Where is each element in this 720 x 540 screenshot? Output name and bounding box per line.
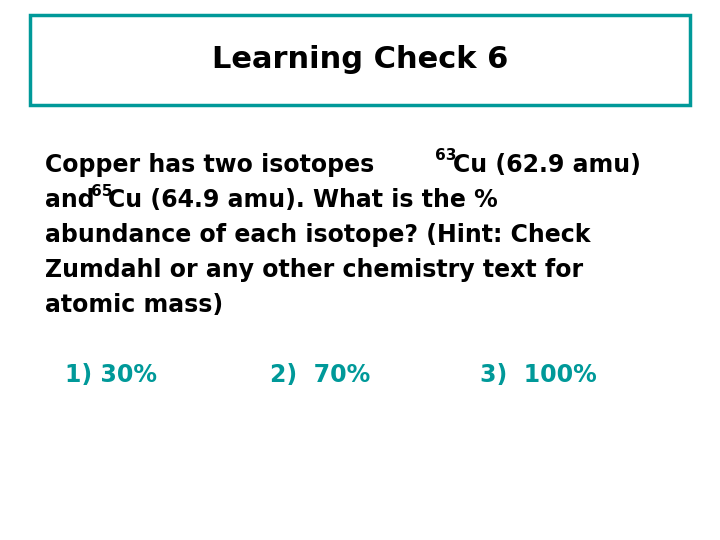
Text: Cu (62.9 amu): Cu (62.9 amu) <box>453 153 641 177</box>
Text: and: and <box>45 188 103 212</box>
Text: 63: 63 <box>435 148 456 164</box>
Text: 65: 65 <box>91 184 112 199</box>
Text: Zumdahl or any other chemistry text for: Zumdahl or any other chemistry text for <box>45 258 583 282</box>
Text: Learning Check 6: Learning Check 6 <box>212 45 508 75</box>
Text: 2)  70%: 2) 70% <box>270 363 370 387</box>
Text: Copper has two isotopes: Copper has two isotopes <box>45 153 382 177</box>
Text: atomic mass): atomic mass) <box>45 293 223 317</box>
Text: abundance of each isotope? (Hint: Check: abundance of each isotope? (Hint: Check <box>45 223 590 247</box>
FancyBboxPatch shape <box>30 15 690 105</box>
Text: 3)  100%: 3) 100% <box>480 363 597 387</box>
Text: Cu (64.9 amu). What is the %: Cu (64.9 amu). What is the % <box>108 188 498 212</box>
Text: 1) 30%: 1) 30% <box>65 363 157 387</box>
